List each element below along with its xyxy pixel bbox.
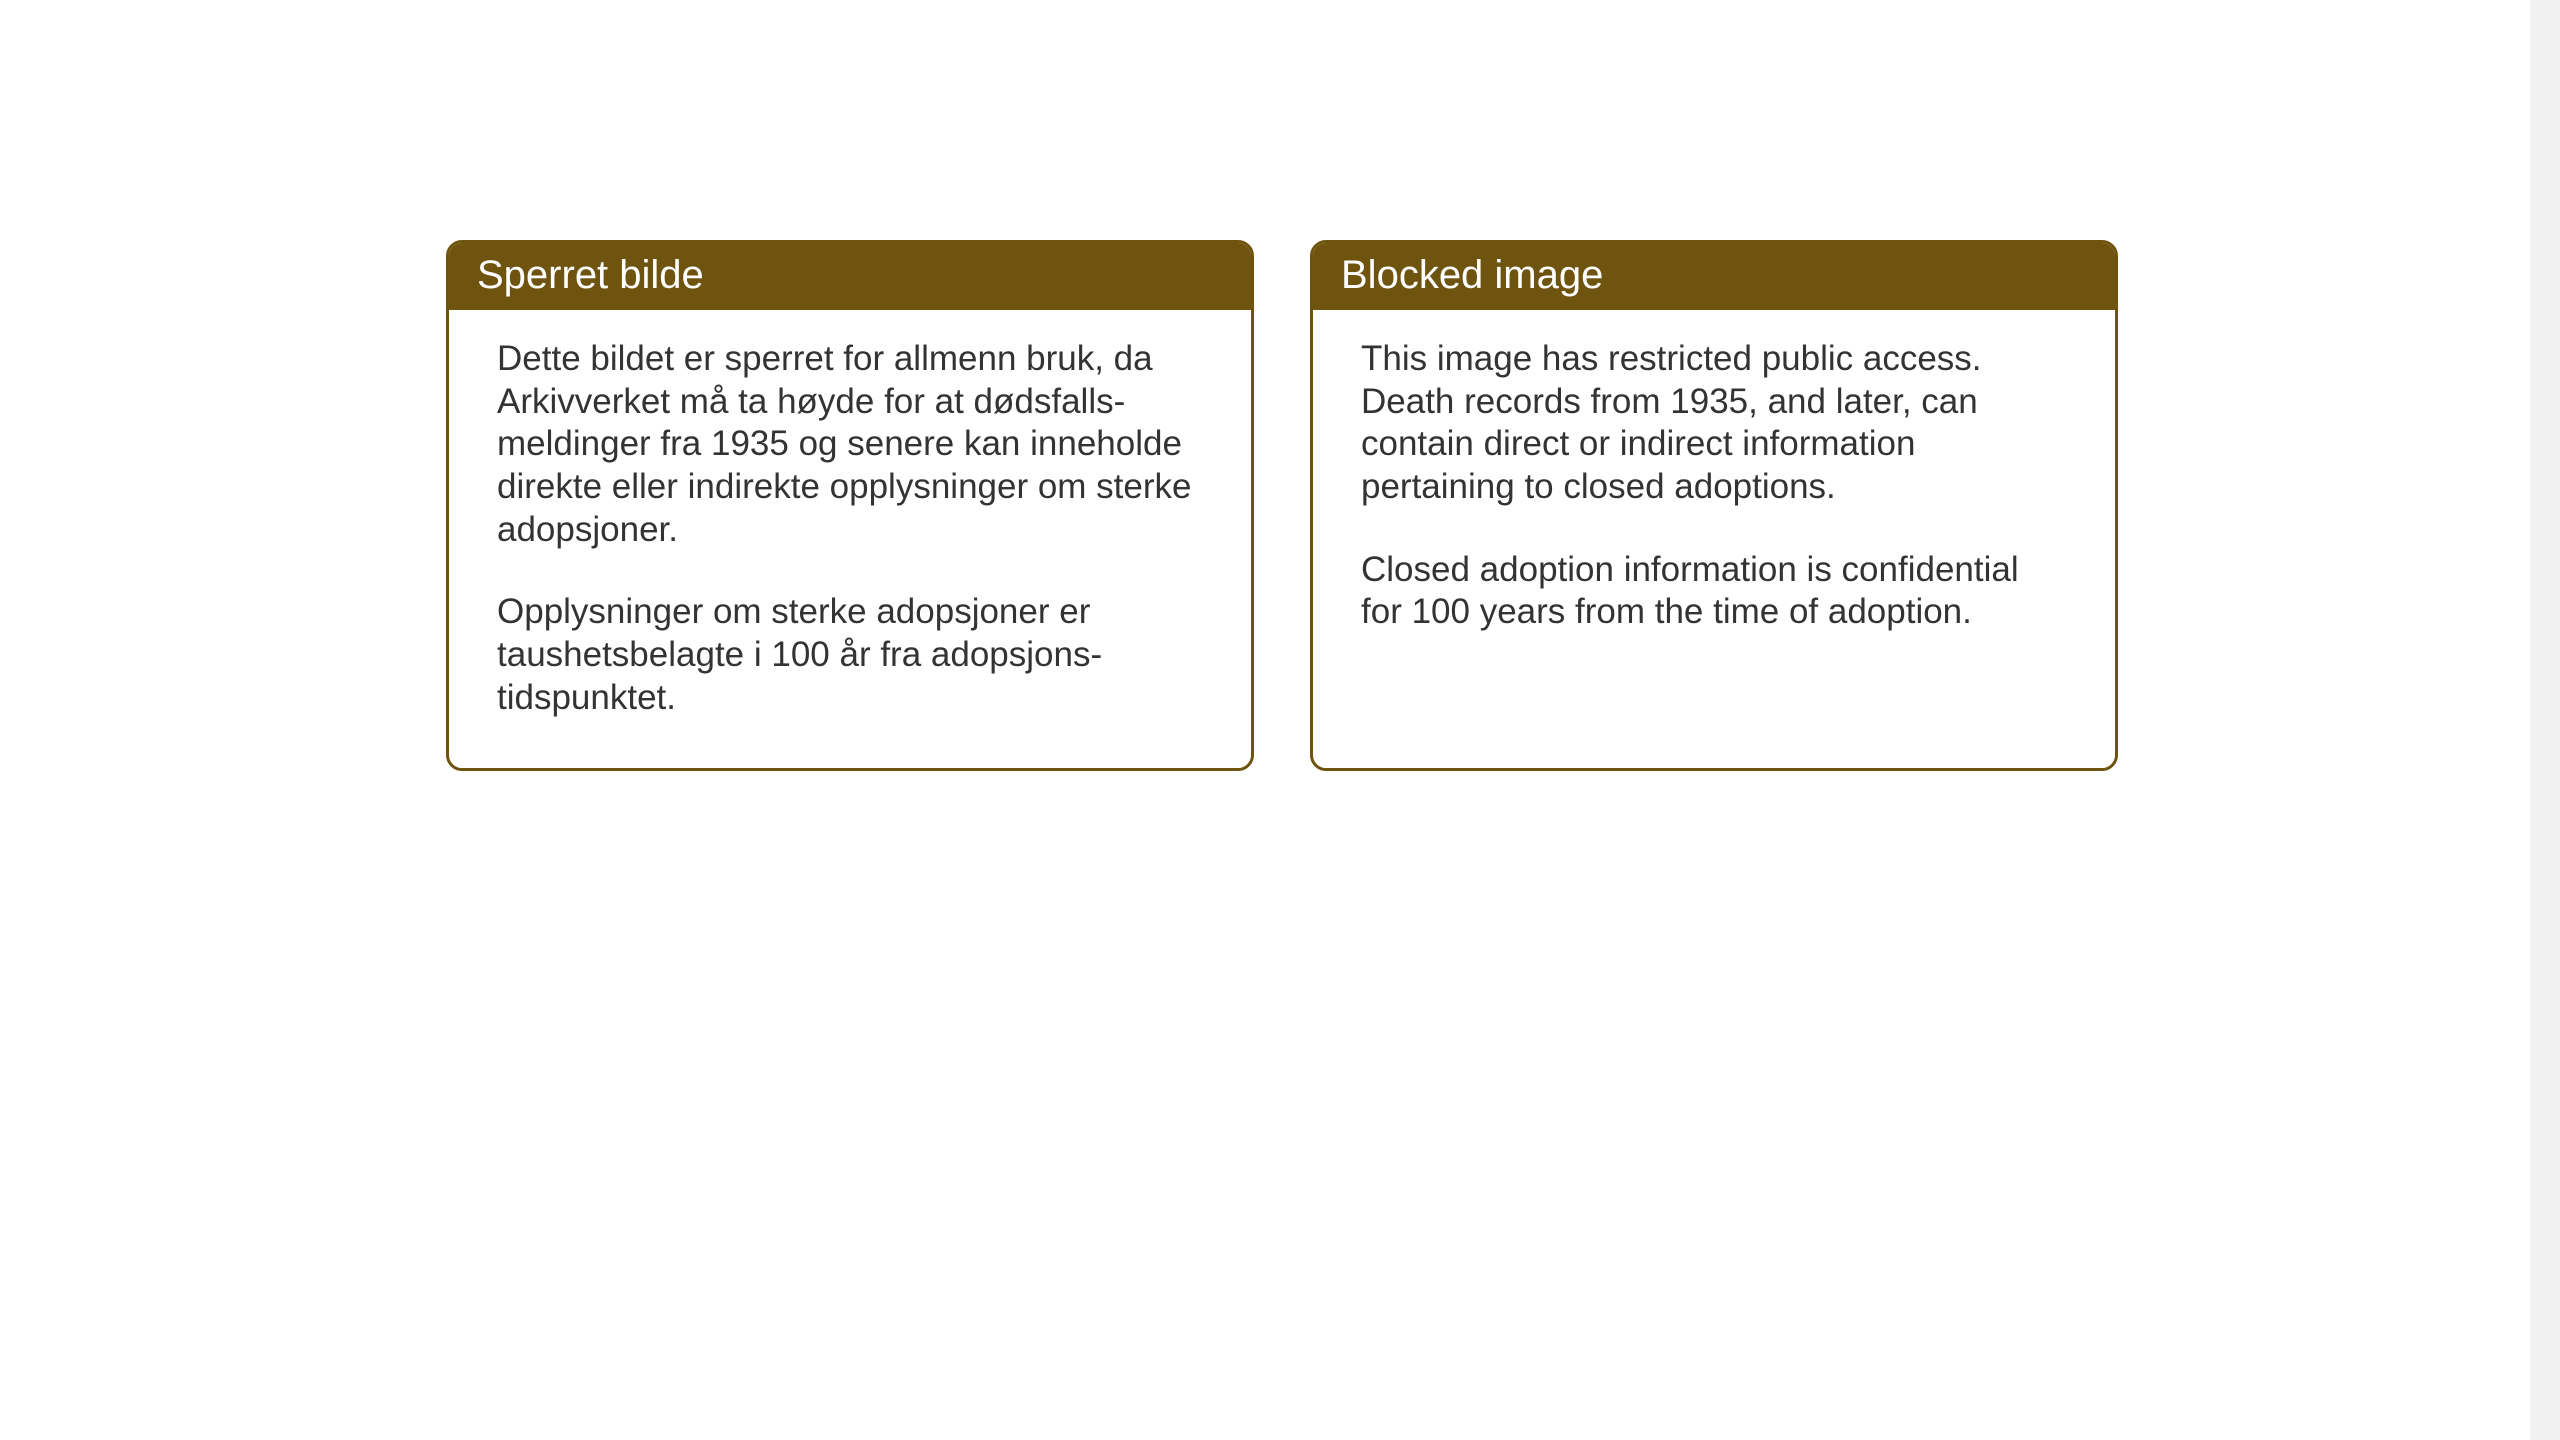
- english-paragraph-2: Closed adoption information is confident…: [1361, 549, 2067, 634]
- english-card-header: Blocked image: [1313, 243, 2115, 310]
- norwegian-card: Sperret bilde Dette bildet er sperret fo…: [446, 240, 1254, 771]
- english-card-body: This image has restricted public access.…: [1313, 310, 2115, 682]
- norwegian-card-header: Sperret bilde: [449, 243, 1251, 310]
- norwegian-paragraph-1: Dette bildet er sperret for allmenn bruk…: [497, 338, 1203, 551]
- scrollbar-thumb[interactable]: [2532, 0, 2558, 1440]
- norwegian-card-body: Dette bildet er sperret for allmenn bruk…: [449, 310, 1251, 768]
- vertical-scrollbar[interactable]: [2530, 0, 2560, 1440]
- english-card: Blocked image This image has restricted …: [1310, 240, 2118, 771]
- english-paragraph-1: This image has restricted public access.…: [1361, 338, 2067, 509]
- cards-container: Sperret bilde Dette bildet er sperret fo…: [446, 240, 2118, 771]
- norwegian-paragraph-2: Opplysninger om sterke adopsjoner er tau…: [497, 591, 1203, 719]
